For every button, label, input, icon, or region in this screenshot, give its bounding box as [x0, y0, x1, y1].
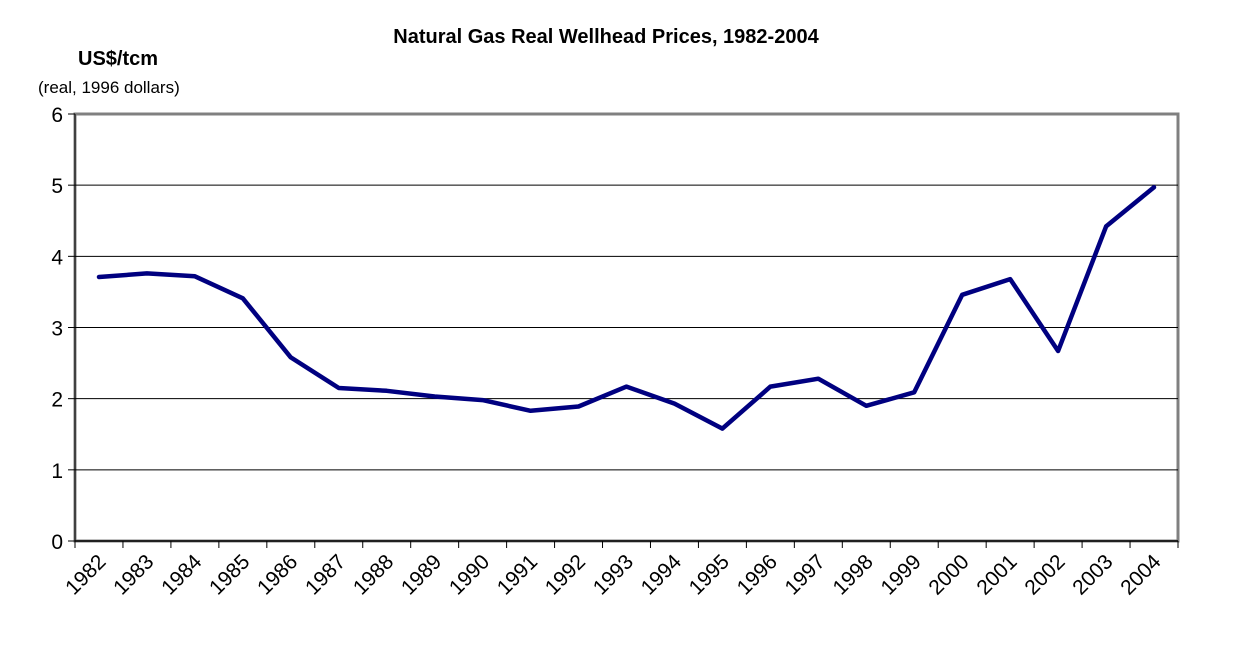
chart-title: Natural Gas Real Wellhead Prices, 1982-2… — [393, 26, 819, 48]
x-tick-label: 2004 — [1116, 550, 1166, 600]
x-tick-label: 1996 — [733, 550, 782, 599]
x-tick-label: 1999 — [876, 550, 925, 599]
x-tick-label: 1985 — [205, 550, 254, 599]
x-tick-label: 2000 — [924, 550, 973, 599]
y-axis: 0 1 2 3 4 5 6 — [51, 104, 76, 554]
x-tick-label: 1986 — [253, 550, 302, 599]
x-tick-label: 1982 — [61, 550, 110, 599]
y-tick-label: 6 — [51, 104, 63, 127]
y-axis-unit-label: US$/tcm — [78, 48, 159, 70]
x-tick-label: 1984 — [157, 550, 207, 600]
x-tick-label: 2001 — [972, 550, 1021, 599]
y-axis-unit-sublabel: (real, 1996 dollars) — [38, 78, 180, 97]
x-tick-label: 1990 — [445, 550, 494, 599]
x-tick-label: 1983 — [109, 550, 158, 599]
x-tick-label: 1988 — [349, 550, 398, 599]
x-tick-label: 1991 — [493, 550, 542, 599]
x-tick-label: 1994 — [637, 550, 687, 600]
x-tick-label: 1998 — [829, 550, 878, 599]
y-tick-label: 4 — [51, 246, 63, 269]
series-group — [96, 185, 1157, 431]
x-tick-label: 2002 — [1020, 550, 1069, 599]
y-tick-label: 5 — [51, 175, 63, 198]
y-tick-label: 0 — [51, 531, 63, 554]
x-tick-label: 1995 — [685, 550, 734, 599]
gridlines — [75, 184, 1178, 471]
y-tick-label: 3 — [51, 318, 63, 341]
x-tick-label: 1993 — [589, 550, 638, 599]
x-tick-label: 2003 — [1068, 550, 1117, 599]
x-tick-label: 1987 — [301, 550, 350, 599]
x-tick-label: 1989 — [397, 550, 446, 599]
x-tick-label: 1992 — [541, 550, 590, 599]
y-tick-label: 2 — [51, 389, 63, 412]
y-tick-label: 1 — [51, 460, 63, 483]
x-tick-label: 1997 — [781, 550, 830, 599]
x-axis: 1982198319841985198619871988198919901991… — [61, 540, 1179, 600]
